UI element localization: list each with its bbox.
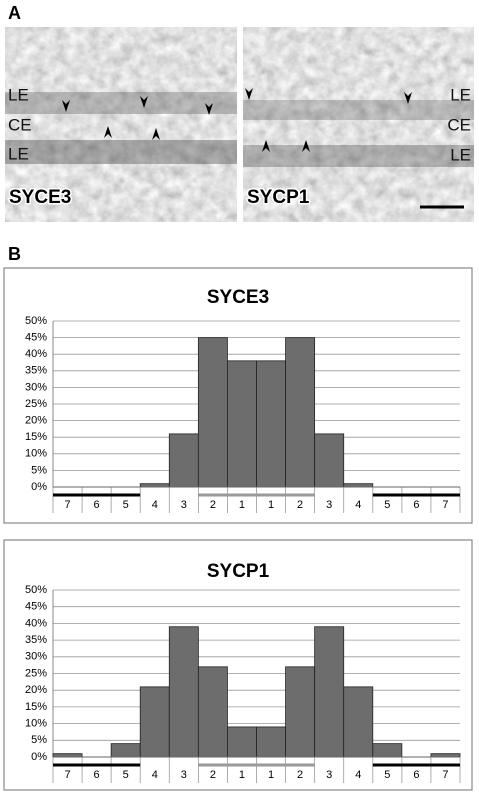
x-tick-label: 3 — [326, 769, 332, 781]
y-tick-label: 40% — [25, 348, 47, 360]
chart-title: SYCE3 — [207, 287, 269, 308]
y-tick-label: 45% — [25, 601, 47, 613]
x-tick-label: 7 — [64, 769, 70, 781]
bar — [314, 626, 345, 758]
bar — [168, 433, 199, 488]
bar — [110, 743, 141, 758]
lateral-element — [243, 145, 474, 167]
y-tick-label: 0% — [31, 481, 47, 493]
x-tick-label: 5 — [384, 499, 390, 511]
panel-label: A — [8, 3, 21, 23]
y-tick-label: 35% — [25, 365, 47, 377]
x-tick-label: 6 — [94, 769, 100, 781]
chart: SYCE3 0% 5% 10% 15% 20% 25% 30% 35% 40% 45% 50% 7 6 5 4… — [3, 267, 473, 524]
micrograph: LE CE LE SYCE3 — [5, 27, 237, 222]
bar — [256, 726, 286, 758]
bar — [285, 337, 316, 488]
x-tick-label: 4 — [355, 499, 361, 511]
x-tick-label: 3 — [326, 499, 332, 511]
y-tick-label: 25% — [25, 398, 47, 410]
x-tick-label: 7 — [64, 499, 70, 511]
x-tick-label: 3 — [181, 769, 187, 781]
bar — [227, 360, 257, 488]
micrograph-label: CE — [8, 115, 32, 134]
y-tick-label: 10% — [25, 448, 47, 460]
x-tick-label: 2 — [297, 499, 303, 511]
x-tick-label: 5 — [123, 499, 129, 511]
y-tick-label: 15% — [25, 701, 47, 713]
y-tick-label: 15% — [25, 431, 47, 443]
x-tick-label: 6 — [413, 769, 419, 781]
x-tick-label: 6 — [413, 499, 419, 511]
lateral-element — [243, 100, 474, 120]
y-tick-label: 0% — [31, 751, 47, 763]
y-tick-label: 20% — [25, 684, 47, 696]
x-tick-label: 3 — [181, 499, 187, 511]
y-tick-label: 10% — [25, 718, 47, 730]
x-tick-label: 1 — [268, 769, 274, 781]
x-tick-label: 7 — [442, 769, 448, 781]
x-tick-label: 5 — [384, 769, 390, 781]
x-tick-label: 6 — [94, 499, 100, 511]
x-tick-label: 7 — [442, 499, 448, 511]
bar — [285, 666, 316, 758]
panel-label: B — [8, 244, 21, 264]
y-tick-label: 5% — [31, 734, 47, 746]
chart-title: SYCP1 — [207, 561, 270, 582]
bar — [256, 360, 286, 488]
x-tick-label: 4 — [152, 769, 158, 781]
y-tick-label: 50% — [25, 584, 47, 596]
micrograph-name: SYCP1 — [247, 187, 310, 208]
micrograph-image — [243, 27, 474, 222]
lateral-element — [5, 140, 237, 164]
y-tick-label: 20% — [25, 415, 47, 427]
bar — [343, 686, 374, 758]
x-tick-label: 5 — [123, 769, 129, 781]
x-tick-label: 2 — [210, 769, 216, 781]
x-tick-label: 1 — [268, 499, 274, 511]
x-tick-label: 2 — [210, 499, 216, 511]
micrograph-label: LE — [450, 85, 471, 104]
bar — [372, 743, 403, 758]
y-tick-label: 5% — [31, 464, 47, 476]
x-tick-label: 4 — [355, 769, 361, 781]
bar — [314, 433, 345, 488]
lateral-element — [5, 92, 237, 114]
bar — [197, 666, 228, 758]
y-tick-label: 25% — [25, 667, 47, 679]
bar — [197, 337, 228, 488]
micrograph-label: LE — [8, 85, 29, 104]
x-tick-label: 1 — [239, 769, 245, 781]
micrograph-name: SYCE3 — [9, 187, 71, 208]
chart: SYCP1 0% 5% 10% 15% 20% 25% 30% 35% 40% 45% 50% 7 6 5 4… — [3, 539, 473, 791]
y-tick-label: 45% — [25, 332, 47, 344]
bar — [430, 753, 461, 758]
y-tick-label: 50% — [25, 315, 47, 327]
micrograph: LE CE LE SYCP1 — [243, 27, 474, 222]
bar — [52, 753, 83, 758]
bar — [139, 686, 170, 758]
y-tick-label: 35% — [25, 634, 47, 646]
bar — [168, 626, 199, 758]
x-tick-label: 4 — [152, 499, 158, 511]
y-tick-label: 30% — [25, 381, 47, 393]
y-tick-label: 30% — [25, 651, 47, 663]
micrograph-image — [5, 27, 237, 222]
micrograph-label: CE — [447, 115, 471, 134]
bar — [227, 726, 257, 758]
micrograph-label: LE — [450, 145, 471, 164]
x-tick-label: 1 — [239, 499, 245, 511]
y-tick-label: 40% — [25, 617, 47, 629]
micrograph-label: LE — [8, 144, 29, 163]
x-tick-label: 2 — [297, 769, 303, 781]
